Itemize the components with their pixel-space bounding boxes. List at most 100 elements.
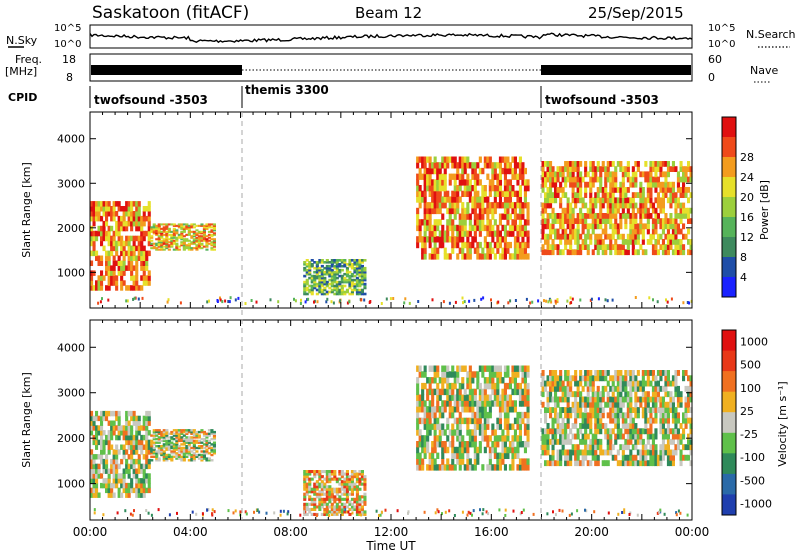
data-cell xyxy=(596,401,600,408)
data-cell xyxy=(614,375,618,382)
data-cell xyxy=(644,370,648,376)
data-cell xyxy=(340,292,344,296)
data-cell xyxy=(90,492,94,498)
data-cell xyxy=(561,233,565,240)
data-cell xyxy=(187,436,191,439)
data-cell xyxy=(335,507,339,511)
data-cell xyxy=(308,485,312,489)
data-cell xyxy=(654,197,658,204)
data-cell xyxy=(180,443,184,446)
data-cell xyxy=(654,187,658,193)
data-cell xyxy=(416,219,420,226)
data-cell xyxy=(451,156,455,163)
data-cell xyxy=(634,454,638,461)
data-cell xyxy=(476,224,480,232)
data-cell xyxy=(473,446,477,454)
data-cell xyxy=(147,487,151,494)
data-cell xyxy=(581,417,585,424)
data-cell xyxy=(125,206,129,212)
data-cell xyxy=(157,429,161,432)
data-cell xyxy=(629,385,633,392)
data-cell xyxy=(526,219,530,226)
data-cell xyxy=(325,480,329,484)
data-cell xyxy=(453,224,457,232)
data-cell xyxy=(526,441,530,448)
data-cell xyxy=(651,391,655,398)
data-cell xyxy=(682,202,686,209)
data-cell xyxy=(137,206,141,212)
data-cell xyxy=(416,224,420,232)
data-cell xyxy=(634,161,638,167)
ground-scatter-cell xyxy=(569,296,572,300)
data-cell xyxy=(155,453,159,457)
data-cell xyxy=(654,161,658,167)
data-cell xyxy=(305,475,309,479)
data-cell xyxy=(513,365,517,372)
data-cell xyxy=(501,388,505,396)
data-cell xyxy=(187,445,191,448)
data-cell xyxy=(157,232,161,235)
data-cell xyxy=(137,492,141,498)
data-cell xyxy=(443,202,447,209)
data-cell xyxy=(443,173,447,180)
data-cell xyxy=(303,495,307,499)
data-cell xyxy=(125,410,129,417)
data-cell xyxy=(102,449,106,455)
data-cell xyxy=(190,235,194,238)
data-cell xyxy=(303,502,307,506)
data-cell xyxy=(576,192,580,198)
data-cell xyxy=(145,487,149,494)
data-cell xyxy=(561,438,565,445)
data-cell xyxy=(646,407,650,413)
data-cell xyxy=(666,380,670,387)
data-cell xyxy=(554,385,558,392)
data-cell xyxy=(506,230,510,237)
data-cell xyxy=(345,482,349,486)
data-cell xyxy=(333,472,337,476)
data-cell xyxy=(453,382,457,390)
data-cell xyxy=(574,375,578,382)
data-cell xyxy=(348,259,352,262)
data-cell xyxy=(315,485,319,489)
data-cell xyxy=(350,263,354,266)
data-cell xyxy=(360,278,364,282)
data-cell xyxy=(609,396,613,403)
data-cell xyxy=(601,244,605,250)
data-cell xyxy=(576,176,580,183)
data-cell xyxy=(551,207,555,214)
data-cell xyxy=(511,371,515,378)
ground-scatter-cell xyxy=(250,299,253,302)
data-cell xyxy=(651,438,655,445)
data-cell xyxy=(616,433,620,440)
data-cell xyxy=(503,162,507,169)
data-cell xyxy=(594,202,598,209)
data-cell xyxy=(561,407,565,413)
data-cell xyxy=(428,162,432,169)
data-cell xyxy=(503,371,507,378)
data-cell xyxy=(212,443,216,446)
data-cell xyxy=(428,253,432,260)
data-cell xyxy=(147,482,151,489)
data-cell xyxy=(511,365,515,372)
data-cell xyxy=(609,444,613,451)
data-cell xyxy=(303,497,307,501)
data-cell xyxy=(629,223,633,230)
data-cell xyxy=(649,171,653,178)
data-cell xyxy=(451,371,455,378)
data-cell xyxy=(140,240,144,247)
data-cell xyxy=(195,236,199,239)
data-cell xyxy=(355,507,359,511)
data-cell xyxy=(491,167,495,175)
data-cell xyxy=(466,162,470,169)
ground-scatter-cell xyxy=(125,299,128,303)
data-cell xyxy=(541,391,545,398)
data-cell xyxy=(674,197,678,204)
data-cell xyxy=(308,480,312,484)
data-cell xyxy=(192,429,196,432)
data-cell xyxy=(358,268,362,272)
data-cell xyxy=(564,449,568,456)
data-cell xyxy=(599,449,603,456)
data-cell xyxy=(461,446,465,454)
data-cell xyxy=(594,192,598,198)
data-cell xyxy=(180,226,184,229)
